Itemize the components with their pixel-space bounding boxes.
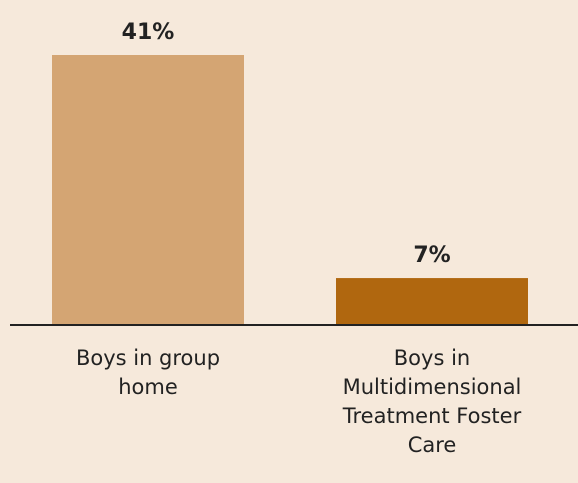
- category-label: Boys in Multidimensional Treatment Foste…: [342, 346, 522, 457]
- bar: [52, 55, 244, 324]
- value-label: 41%: [122, 20, 175, 45]
- category-label: Boys in group home: [75, 346, 221, 399]
- bar: [336, 278, 528, 324]
- value-label: 7%: [413, 243, 450, 268]
